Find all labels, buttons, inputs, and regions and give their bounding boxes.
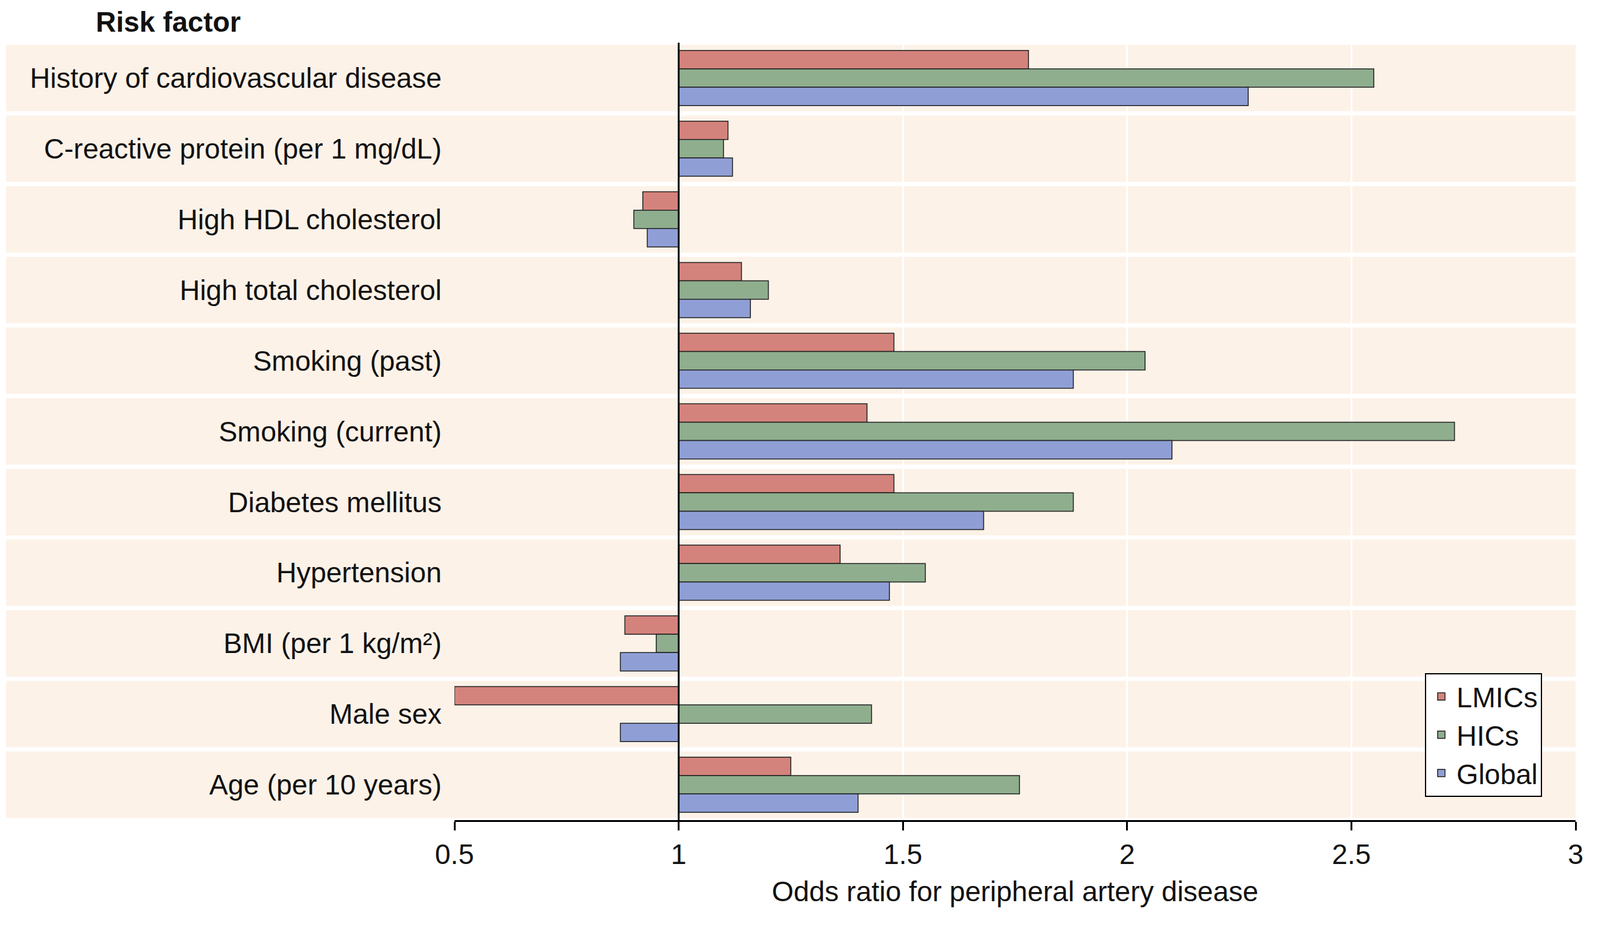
svg-text:High HDL cholesterol: High HDL cholesterol — [177, 203, 442, 236]
svg-text:Odds ratio for peripheral arte: Odds ratio for peripheral artery disease — [771, 875, 1259, 908]
svg-text:Risk factor: Risk factor — [95, 6, 241, 38]
svg-text:2.5: 2.5 — [1331, 838, 1371, 871]
svg-text:1.5: 1.5 — [883, 838, 923, 871]
svg-text:C-reactive protein (per 1 mg/d: C-reactive protein (per 1 mg/dL) — [43, 132, 442, 165]
svg-text:Smoking (past): Smoking (past) — [253, 345, 442, 377]
svg-text:Male sex: Male sex — [329, 698, 442, 731]
svg-text:HICs: HICs — [1456, 720, 1519, 753]
svg-text:1: 1 — [670, 838, 687, 871]
svg-text:LMICs: LMICs — [1456, 681, 1538, 714]
svg-text:Age (per 10 years): Age (per 10 years) — [209, 769, 442, 801]
svg-text:High total cholesterol: High total cholesterol — [179, 274, 442, 307]
svg-text:Smoking (current): Smoking (current) — [218, 416, 442, 448]
svg-text:2: 2 — [1119, 838, 1136, 871]
svg-text:0.5: 0.5 — [434, 838, 474, 871]
svg-text:Hypertension: Hypertension — [276, 556, 442, 589]
svg-text:3: 3 — [1567, 838, 1584, 871]
svg-text:Global: Global — [1456, 758, 1538, 791]
svg-text:Diabetes mellitus: Diabetes mellitus — [228, 486, 442, 519]
svg-text:History of cardiovascular dise: History of cardiovascular disease — [29, 62, 442, 94]
svg-text:BMI (per 1 kg/m²): BMI (per 1 kg/m²) — [223, 627, 442, 660]
